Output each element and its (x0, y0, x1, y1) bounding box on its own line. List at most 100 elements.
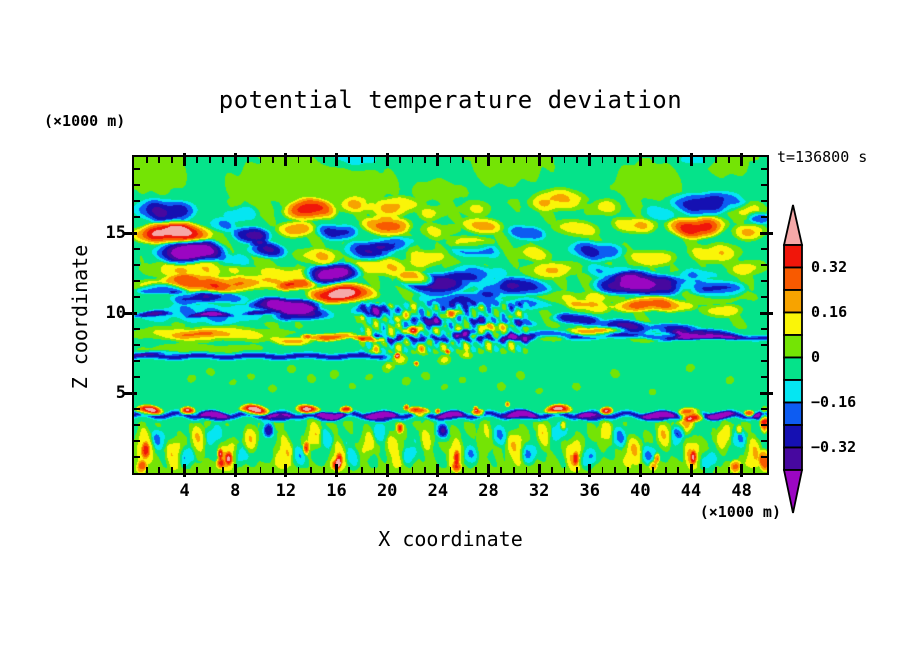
colorbar-tick-label: 0.32 (811, 257, 848, 276)
colorbar-tick-label: 0 (811, 347, 821, 366)
x-tick-label: 4 (179, 481, 190, 501)
x-axis-major-tick-top (638, 153, 642, 166)
x-axis-minor-tick-top (297, 157, 300, 163)
z-axis-minor-tick (134, 328, 140, 330)
z-axis-minor-tick-right (761, 456, 767, 458)
x-axis-minor-tick (373, 467, 376, 473)
x-axis-minor-tick-top (158, 157, 161, 163)
x-tick-label: 12 (275, 481, 297, 501)
x-axis-minor-tick (310, 467, 313, 473)
colorbar-cell (783, 244, 803, 269)
x-axis-minor-tick (145, 467, 148, 473)
colorbar-cell (783, 424, 803, 449)
x-axis-minor-tick-top (449, 157, 452, 163)
time-label: t=136800 s (777, 148, 868, 166)
x-axis-minor-tick-top (728, 157, 730, 163)
x-tick-label: 32 (528, 481, 550, 501)
z-axis-minor-tick-right (761, 344, 767, 346)
x-axis-minor-tick (474, 467, 477, 473)
z-axis-minor-tick (134, 408, 140, 410)
plot-title: potential temperature deviation (218, 86, 683, 114)
x-tick-label: 44 (680, 481, 702, 501)
x-axis-minor-tick-top (323, 157, 325, 163)
x-axis-minor-tick (664, 467, 667, 473)
x-axis-minor-tick-top (196, 157, 199, 163)
x-axis-unit-label: (×1000 m) (699, 503, 781, 521)
z-axis-minor-tick-right (761, 376, 767, 378)
colorbar-over-arrow (782, 204, 804, 246)
x-axis-minor-tick (525, 467, 528, 473)
x-axis-minor-tick (677, 467, 680, 473)
x-axis-minor-tick-top (310, 157, 313, 163)
x-axis-minor-tick-top (171, 157, 173, 163)
x-axis-minor-tick (728, 467, 730, 473)
colorbar-cell (783, 356, 803, 381)
contour-field-canvas (134, 157, 767, 473)
x-axis-minor-tick-top (563, 157, 566, 163)
x-axis-minor-tick (259, 467, 262, 473)
x-axis-minor-tick-top (753, 157, 756, 163)
x-axis-major-tick (335, 464, 339, 477)
x-axis-minor-tick (715, 467, 718, 473)
x-axis-minor-tick (652, 467, 654, 473)
x-axis-minor-tick-top (512, 157, 515, 163)
x-axis-major-tick-top (486, 153, 490, 166)
z-axis-minor-tick (134, 424, 140, 426)
x-axis-minor-tick (601, 467, 604, 473)
x-axis-minor-tick (247, 467, 249, 473)
x-axis-minor-tick-top (474, 157, 477, 163)
x-axis-major-tick (233, 464, 237, 477)
x-axis-minor-tick (512, 467, 515, 473)
x-axis-minor-tick-top (247, 157, 249, 163)
z-axis-major-tick-right (760, 231, 773, 235)
x-axis-minor-tick-top (576, 157, 578, 163)
x-axis-minor-tick-top (652, 157, 654, 163)
x-axis-minor-tick-top (715, 157, 718, 163)
z-axis-minor-tick-right (761, 280, 767, 282)
colorbar-cell (783, 334, 803, 359)
z-axis-minor-tick-right (761, 200, 767, 202)
x-axis-minor-tick-top (348, 157, 351, 163)
x-axis-minor-tick-top (462, 157, 465, 163)
colorbar-under-arrow (782, 469, 804, 514)
x-axis-major-tick-top (588, 153, 592, 166)
x-axis-minor-tick (753, 467, 756, 473)
x-axis-minor-tick (348, 467, 351, 473)
x-tick-label: 40 (630, 481, 651, 501)
z-axis-major-tick-right (760, 311, 773, 315)
colorbar-tick-label: −0.16 (811, 392, 857, 411)
colorbar-tick-label: 0.16 (811, 302, 848, 321)
x-axis-major-tick (183, 464, 187, 477)
x-tick-label: 8 (230, 481, 241, 501)
x-axis-major-tick (638, 464, 642, 477)
z-axis-minor-tick (134, 264, 140, 266)
x-axis-minor-tick-top (525, 157, 528, 163)
z-axis-major-tick-right (760, 391, 773, 395)
z-tick-label: 10 (105, 303, 126, 323)
x-axis-minor-tick-top (424, 157, 427, 163)
x-axis-major-tick (689, 464, 693, 477)
x-axis-minor-tick-top (209, 157, 211, 163)
z-axis-minor-tick (134, 168, 140, 170)
x-axis-major-tick-top (385, 153, 389, 166)
z-axis-minor-tick (134, 376, 140, 378)
x-axis-minor-tick (563, 467, 566, 473)
z-axis-minor-tick-right (761, 424, 767, 426)
x-axis-minor-tick (323, 467, 325, 473)
z-axis-minor-tick-right (761, 216, 767, 218)
z-axis-major-tick (124, 311, 137, 315)
x-axis-major-tick-top (335, 153, 339, 166)
z-axis-minor-tick (134, 440, 140, 442)
x-axis-minor-tick (500, 467, 503, 473)
x-axis-major-tick (537, 464, 541, 477)
z-tick-label: 5 (115, 383, 126, 403)
x-axis-major-tick-top (689, 153, 693, 166)
x-axis-minor-tick-top (614, 157, 616, 163)
colorbar-cell (783, 446, 803, 471)
x-axis-minor-tick (360, 467, 363, 473)
x-axis-minor-tick (158, 467, 161, 473)
z-axis-minor-tick-right (761, 408, 767, 410)
x-axis-major-tick (436, 464, 440, 477)
x-axis-minor-tick (297, 467, 300, 473)
